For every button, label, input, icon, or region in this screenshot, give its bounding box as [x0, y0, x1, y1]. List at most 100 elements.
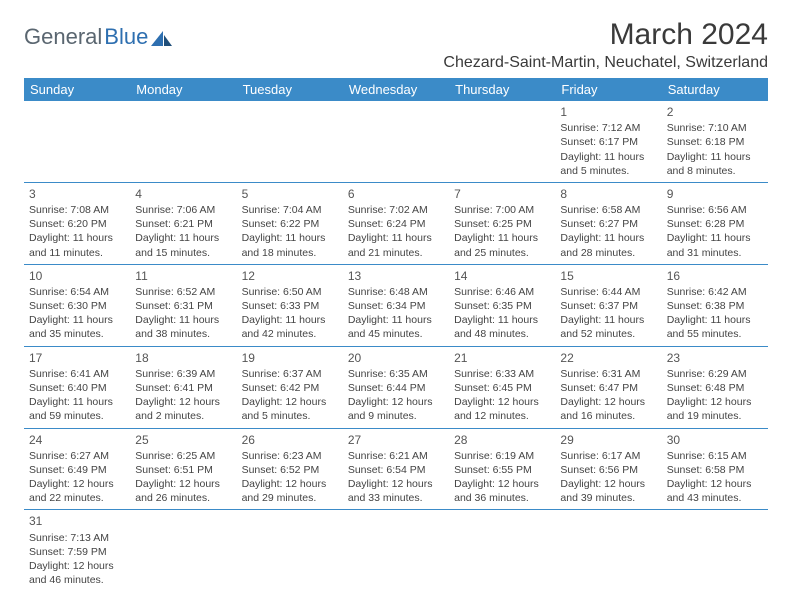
sunset-text: Sunset: 6:47 PM: [560, 381, 656, 395]
sunrise-text: Sunrise: 6:41 AM: [29, 367, 125, 381]
sunset-text: Sunset: 6:41 PM: [135, 381, 231, 395]
calendar-week: 31Sunrise: 7:13 AMSunset: 7:59 PMDayligh…: [24, 510, 768, 591]
sunrise-text: Sunrise: 6:35 AM: [348, 367, 444, 381]
sunset-text: Sunset: 6:22 PM: [242, 217, 338, 231]
day-number: 29: [560, 432, 656, 448]
sunrise-text: Sunrise: 6:46 AM: [454, 285, 550, 299]
calendar-day: 21Sunrise: 6:33 AMSunset: 6:45 PMDayligh…: [449, 346, 555, 428]
sunset-text: Sunset: 6:44 PM: [348, 381, 444, 395]
day-number: 10: [29, 268, 125, 284]
calendar-empty: [237, 510, 343, 591]
calendar-day: 25Sunrise: 6:25 AMSunset: 6:51 PMDayligh…: [130, 428, 236, 510]
day-number: 12: [242, 268, 338, 284]
calendar-empty: [130, 510, 236, 591]
daylight-text: Daylight: 12 hours and 36 minutes.: [454, 477, 550, 505]
daylight-text: Daylight: 11 hours and 52 minutes.: [560, 313, 656, 341]
sunrise-text: Sunrise: 6:19 AM: [454, 449, 550, 463]
calendar-day: 31Sunrise: 7:13 AMSunset: 7:59 PMDayligh…: [24, 510, 130, 591]
calendar-empty: [449, 101, 555, 182]
location: Chezard-Saint-Martin, Neuchatel, Switzer…: [443, 54, 768, 72]
sunset-text: Sunset: 6:21 PM: [135, 217, 231, 231]
daylight-text: Daylight: 12 hours and 43 minutes.: [667, 477, 763, 505]
day-number: 21: [454, 350, 550, 366]
title-block: March 2024 Chezard-Saint-Martin, Neuchat…: [443, 18, 768, 72]
day-number: 14: [454, 268, 550, 284]
day-number: 24: [29, 432, 125, 448]
calendar-day: 3Sunrise: 7:08 AMSunset: 6:20 PMDaylight…: [24, 182, 130, 264]
day-number: 28: [454, 432, 550, 448]
sunrise-text: Sunrise: 6:58 AM: [560, 203, 656, 217]
sunrise-text: Sunrise: 7:04 AM: [242, 203, 338, 217]
day-number: 18: [135, 350, 231, 366]
daylight-text: Daylight: 11 hours and 5 minutes.: [560, 150, 656, 178]
sunset-text: Sunset: 6:45 PM: [454, 381, 550, 395]
calendar-week: 17Sunrise: 6:41 AMSunset: 6:40 PM Dayligh…: [24, 346, 768, 428]
calendar-empty: [449, 510, 555, 591]
daylight-text: Daylight: 11 hours and 15 minutes.: [135, 231, 231, 259]
day-number: 13: [348, 268, 444, 284]
calendar-day: 8Sunrise: 6:58 AMSunset: 6:27 PMDaylight…: [555, 182, 661, 264]
daylight-text: Daylight: 12 hours and 2 minutes.: [135, 395, 231, 423]
sunset-text: Sunset: 6:17 PM: [560, 135, 656, 149]
sunset-text: Sunset: 6:49 PM: [29, 463, 125, 477]
sunrise-text: Sunrise: 6:25 AM: [135, 449, 231, 463]
day-number: 5: [242, 186, 338, 202]
sunrise-text: Sunrise: 6:56 AM: [667, 203, 763, 217]
day-number: 2: [667, 104, 763, 120]
day-number: 4: [135, 186, 231, 202]
calendar-day: 4Sunrise: 7:06 AMSunset: 6:21 PMDaylight…: [130, 182, 236, 264]
calendar-empty: [237, 101, 343, 182]
sunrise-text: Sunrise: 6:27 AM: [29, 449, 125, 463]
day-number: 1: [560, 104, 656, 120]
calendar-day: 7Sunrise: 7:00 AMSunset: 6:25 PMDaylight…: [449, 182, 555, 264]
sunset-text: Sunset: 6:51 PM: [135, 463, 231, 477]
sunset-text: Sunset: 6:58 PM: [667, 463, 763, 477]
calendar-day: 10Sunrise: 6:54 AMSunset: 6:30 PMDayligh…: [24, 264, 130, 346]
calendar-day: 24Sunrise: 6:27 AMSunset: 6:49 PMDayligh…: [24, 428, 130, 510]
sunrise-text: Sunrise: 7:06 AM: [135, 203, 231, 217]
calendar-day: 11Sunrise: 6:52 AMSunset: 6:31 PMDayligh…: [130, 264, 236, 346]
sunrise-text: Sunrise: 6:29 AM: [667, 367, 763, 381]
day-number: 23: [667, 350, 763, 366]
calendar-day: 9Sunrise: 6:56 AMSunset: 6:28 PMDaylight…: [662, 182, 768, 264]
logo-text-blue: Blue: [104, 24, 148, 50]
sunrise-text: Sunrise: 6:39 AM: [135, 367, 231, 381]
day-number: 7: [454, 186, 550, 202]
calendar-day: 18Sunrise: 6:39 AMSunset: 6:41 PMDayligh…: [130, 346, 236, 428]
calendar-body: 1Sunrise: 7:12 AMSunset: 6:17 PMDaylight…: [24, 101, 768, 591]
sunset-text: Sunset: 6:40 PM: [29, 381, 125, 395]
sunset-text: Sunset: 6:25 PM: [454, 217, 550, 231]
daylight-text: Daylight: 11 hours and 18 minutes.: [242, 231, 338, 259]
sunset-text: Sunset: 6:38 PM: [667, 299, 763, 313]
calendar-day: 1Sunrise: 7:12 AMSunset: 6:17 PMDaylight…: [555, 101, 661, 182]
calendar-week: 24Sunrise: 6:27 AMSunset: 6:49 PM Dayligh…: [24, 428, 768, 510]
calendar-empty: [662, 510, 768, 591]
sunrise-text: Sunrise: 6:33 AM: [454, 367, 550, 381]
day-number: 16: [667, 268, 763, 284]
sunset-text: Sunset: 6:27 PM: [560, 217, 656, 231]
daylight-text: Daylight: 11 hours and 21 minutes.: [348, 231, 444, 259]
sunset-text: Sunset: 6:37 PM: [560, 299, 656, 313]
daylight-text: Daylight: 11 hours and 8 minutes.: [667, 150, 763, 178]
day-number: 17: [29, 350, 125, 366]
header: GeneralBlue March 2024 Chezard-Saint-Mar…: [24, 18, 768, 72]
daylight-text: Daylight: 11 hours and 38 minutes.: [135, 313, 231, 341]
sunrise-text: Sunrise: 7:00 AM: [454, 203, 550, 217]
sunset-text: Sunset: 6:28 PM: [667, 217, 763, 231]
sunrise-text: Sunrise: 7:13 AM: [29, 531, 125, 545]
sunrise-text: Sunrise: 7:02 AM: [348, 203, 444, 217]
sunset-text: Sunset: 6:42 PM: [242, 381, 338, 395]
sunrise-text: Sunrise: 7:12 AM: [560, 121, 656, 135]
calendar-week: 1Sunrise: 7:12 AMSunset: 6:17 PMDaylight…: [24, 101, 768, 182]
daylight-text: Daylight: 12 hours and 16 minutes.: [560, 395, 656, 423]
calendar-empty: [343, 510, 449, 591]
sunrise-text: Sunrise: 6:42 AM: [667, 285, 763, 299]
day-number: 20: [348, 350, 444, 366]
sunrise-text: Sunrise: 6:54 AM: [29, 285, 125, 299]
logo: GeneralBlue: [24, 24, 173, 50]
calendar-day: 19Sunrise: 6:37 AMSunset: 6:42 PMDayligh…: [237, 346, 343, 428]
day-number: 25: [135, 432, 231, 448]
sunrise-text: Sunrise: 6:48 AM: [348, 285, 444, 299]
calendar-day: 29Sunrise: 6:17 AMSunset: 6:56 PMDayligh…: [555, 428, 661, 510]
calendar-day: 22Sunrise: 6:31 AMSunset: 6:47 PMDayligh…: [555, 346, 661, 428]
